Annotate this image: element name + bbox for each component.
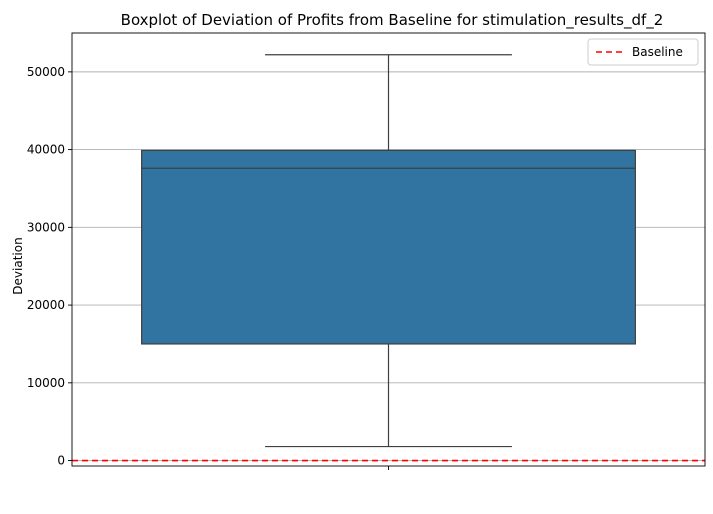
y-tick-label: 20000	[27, 298, 65, 312]
y-tick-label: 50000	[27, 65, 65, 79]
legend: Baseline	[587, 38, 699, 66]
legend-label-baseline: Baseline	[632, 45, 683, 59]
y-axis-label: Deviation	[11, 237, 25, 294]
plot-marks	[72, 54, 705, 462]
y-tick-label: 10000	[27, 376, 65, 390]
axes: 0 10000 20000 30000 40000 50000	[27, 32, 706, 470]
box-iqr	[141, 149, 636, 345]
y-tick-label: 0	[57, 454, 65, 468]
y-tick-label: 30000	[27, 220, 65, 234]
y-tick-label: 40000	[27, 143, 65, 157]
chart-title: Boxplot of Deviation of Profits from Bas…	[121, 11, 664, 30]
legend-box	[587, 38, 699, 66]
